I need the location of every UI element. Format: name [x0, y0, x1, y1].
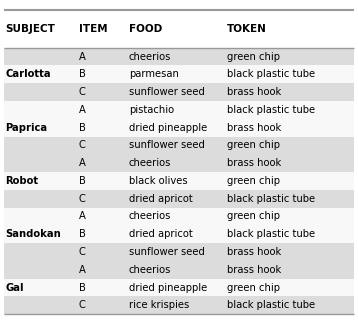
Bar	[4, 208, 354, 225]
Text: brass hook: brass hook	[227, 158, 282, 168]
Text: green chip: green chip	[227, 52, 280, 62]
Text: rice krispies: rice krispies	[129, 300, 189, 310]
Text: Sandokan: Sandokan	[5, 229, 61, 239]
Text: C: C	[79, 194, 86, 204]
Text: brass hook: brass hook	[227, 247, 282, 257]
Bar	[4, 65, 354, 83]
Text: C: C	[79, 300, 86, 310]
Text: ITEM: ITEM	[79, 24, 107, 34]
Bar	[4, 101, 354, 119]
Text: sunflower seed: sunflower seed	[129, 140, 205, 150]
Text: green chip: green chip	[227, 283, 280, 292]
Text: green chip: green chip	[227, 140, 280, 150]
Bar	[4, 119, 354, 137]
Bar	[4, 10, 354, 48]
Bar	[4, 225, 354, 243]
Text: A: A	[79, 212, 86, 221]
Text: brass hook: brass hook	[227, 87, 282, 97]
Text: black plastic tube: black plastic tube	[227, 300, 315, 310]
Text: dried pineapple: dried pineapple	[129, 123, 207, 133]
Text: C: C	[79, 247, 86, 257]
Text: B: B	[79, 123, 86, 133]
Text: cheerios: cheerios	[129, 212, 171, 221]
Text: SUBJECT: SUBJECT	[5, 24, 55, 34]
Bar	[4, 243, 354, 261]
Text: C: C	[79, 140, 86, 150]
Text: cheerios: cheerios	[129, 52, 171, 62]
Text: B: B	[79, 176, 86, 186]
Text: green chip: green chip	[227, 176, 280, 186]
Text: C: C	[79, 87, 86, 97]
Text: TOKEN: TOKEN	[227, 24, 267, 34]
Text: dried apricot: dried apricot	[129, 229, 193, 239]
Bar	[4, 261, 354, 279]
Text: A: A	[79, 158, 86, 168]
Text: parmesan: parmesan	[129, 69, 179, 79]
Text: cheerios: cheerios	[129, 158, 171, 168]
Text: sunflower seed: sunflower seed	[129, 247, 205, 257]
Text: black olives: black olives	[129, 176, 188, 186]
Bar	[4, 137, 354, 154]
Text: black plastic tube: black plastic tube	[227, 229, 315, 239]
Text: pistachio: pistachio	[129, 105, 174, 115]
Text: black plastic tube: black plastic tube	[227, 69, 315, 79]
Text: black plastic tube: black plastic tube	[227, 105, 315, 115]
Bar	[4, 83, 354, 101]
Text: cheerios: cheerios	[129, 265, 171, 275]
Bar	[4, 48, 354, 65]
Text: FOOD: FOOD	[129, 24, 162, 34]
Bar	[4, 154, 354, 172]
Bar	[4, 296, 354, 314]
Text: A: A	[79, 265, 86, 275]
Bar	[4, 279, 354, 296]
Text: A: A	[79, 105, 86, 115]
Text: Carlotta: Carlotta	[5, 69, 51, 79]
Text: A: A	[79, 52, 86, 62]
Bar	[4, 190, 354, 208]
Text: dried pineapple: dried pineapple	[129, 283, 207, 292]
Text: brass hook: brass hook	[227, 265, 282, 275]
Text: dried apricot: dried apricot	[129, 194, 193, 204]
Text: B: B	[79, 229, 86, 239]
Text: Robot: Robot	[5, 176, 39, 186]
Text: B: B	[79, 69, 86, 79]
Text: Gal: Gal	[5, 283, 24, 292]
Text: green chip: green chip	[227, 212, 280, 221]
Bar	[4, 172, 354, 190]
Text: sunflower seed: sunflower seed	[129, 87, 205, 97]
Text: brass hook: brass hook	[227, 123, 282, 133]
Text: Paprica: Paprica	[5, 123, 48, 133]
Text: B: B	[79, 283, 86, 292]
Text: black plastic tube: black plastic tube	[227, 194, 315, 204]
